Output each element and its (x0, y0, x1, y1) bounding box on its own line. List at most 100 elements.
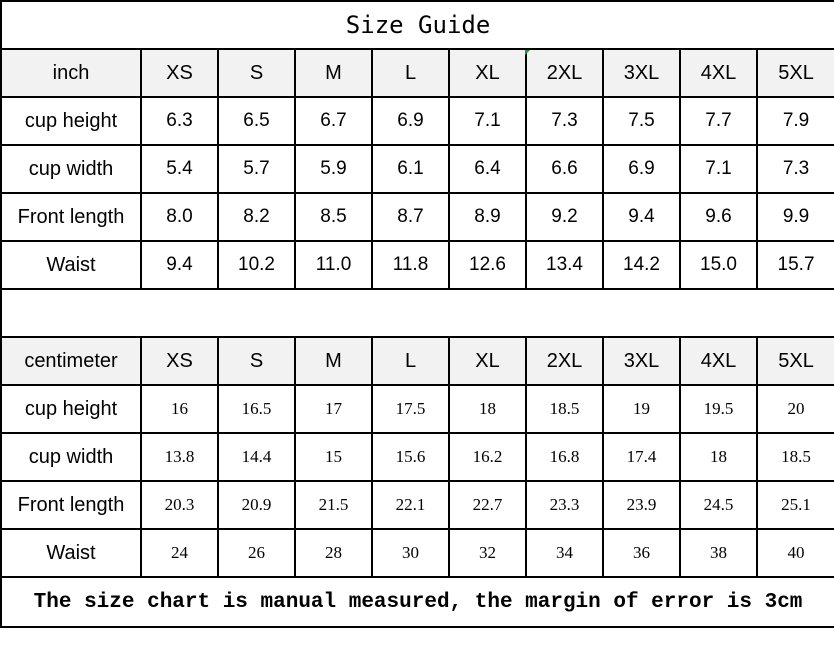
measurement-note: The size chart is manual measured, the m… (0, 576, 834, 628)
centimeter-unit-label: centimeter (0, 336, 142, 386)
measurement-value: 13.4 (525, 240, 604, 290)
measurement-value: 23.3 (525, 480, 604, 530)
measurement-value: 7.5 (602, 96, 681, 146)
measurement-value: 26 (217, 528, 296, 578)
measurement-value: 13.8 (140, 432, 219, 482)
centimeter-header-row: centimeter XS S M L XL 2XL 3XL 4XL 5XL (0, 336, 834, 386)
measurement-value: 9.9 (755, 192, 834, 242)
measurement-value: 7.7 (679, 96, 758, 146)
measurement-value: 23.9 (602, 480, 681, 530)
measurement-label: cup height (0, 96, 142, 146)
spacer-cell (0, 288, 834, 338)
size-header: L (371, 336, 450, 386)
size-header: 3XL (602, 336, 681, 386)
measurement-value: 36 (602, 528, 681, 578)
measurement-value: 14.4 (217, 432, 296, 482)
measurement-value: 16.5 (217, 384, 296, 434)
size-header: XS (140, 48, 219, 98)
measurement-value: 5.7 (217, 144, 296, 194)
size-header: S (217, 336, 296, 386)
measurement-value: 11.0 (294, 240, 373, 290)
size-header: XL (448, 336, 527, 386)
measurement-value: 40 (755, 528, 834, 578)
measurement-value: 16.2 (448, 432, 527, 482)
measurement-value: 9.2 (525, 192, 604, 242)
inch-table-row: cup width 5.4 5.7 5.9 6.1 6.4 6.6 6.9 7.1 7.3 (0, 144, 834, 194)
measurement-value: 7.9 (755, 96, 834, 146)
measurement-value: 20.3 (140, 480, 219, 530)
size-header: 3XL (602, 48, 681, 98)
measurement-value: 18 (679, 432, 758, 482)
measurement-value: 17.4 (602, 432, 681, 482)
size-header: M (294, 336, 373, 386)
measurement-value: 34 (525, 528, 604, 578)
cell-comment-marker (525, 50, 530, 55)
inch-table-row: Waist 9.4 10.2 11.0 11.8 12.6 13.4 14.2 15.0 15.7 (0, 240, 834, 290)
inch-table-row: cup height 6.3 6.5 6.7 6.9 7.1 7.3 7.5 7.7 7.9 (0, 96, 834, 146)
measurement-value: 6.4 (448, 144, 527, 194)
measurement-value: 6.9 (371, 96, 450, 146)
measurement-value: 8.0 (140, 192, 219, 242)
measurement-value: 16.8 (525, 432, 604, 482)
measurement-label: Front length (0, 192, 142, 242)
spacer-row (0, 288, 834, 338)
measurement-value: 8.5 (294, 192, 373, 242)
size-header: 5XL (755, 336, 834, 386)
measurement-value: 20.9 (217, 480, 296, 530)
measurement-value: 17 (294, 384, 373, 434)
measurement-value: 15.6 (371, 432, 450, 482)
size-header: S (217, 48, 296, 98)
measurement-label: Waist (0, 240, 142, 290)
measurement-value: 14.2 (602, 240, 681, 290)
size-header: 5XL (755, 48, 834, 98)
measurement-value: 6.7 (294, 96, 373, 146)
measurement-value: 19.5 (679, 384, 758, 434)
measurement-value: 6.5 (217, 96, 296, 146)
measurement-value: 18 (448, 384, 527, 434)
measurement-value: 8.2 (217, 192, 296, 242)
size-header: L (371, 48, 450, 98)
measurement-value: 11.8 (371, 240, 450, 290)
measurement-value: 25.1 (755, 480, 834, 530)
measurement-label: Waist (0, 528, 142, 578)
measurement-label: Front length (0, 480, 142, 530)
inch-table-row: Front length 8.0 8.2 8.5 8.7 8.9 9.2 9.4 9.6 9.9 (0, 192, 834, 242)
measurement-value: 28 (294, 528, 373, 578)
measurement-value: 7.1 (448, 96, 527, 146)
size-header: M (294, 48, 373, 98)
measurement-value: 21.5 (294, 480, 373, 530)
measurement-value: 38 (679, 528, 758, 578)
measurement-label: cup width (0, 144, 142, 194)
measurement-value: 7.3 (525, 96, 604, 146)
measurement-value: 9.4 (602, 192, 681, 242)
measurement-value: 7.1 (679, 144, 758, 194)
centimeter-table-row: cup width 13.8 14.4 15 15.6 16.2 16.8 17.4 18 18.… (0, 432, 834, 482)
measurement-value: 16 (140, 384, 219, 434)
measurement-value: 8.9 (448, 192, 527, 242)
measurement-value: 24 (140, 528, 219, 578)
measurement-value: 18.5 (525, 384, 604, 434)
measurement-value: 9.4 (140, 240, 219, 290)
measurement-value: 15.7 (755, 240, 834, 290)
centimeter-table-row: Front length 20.3 20.9 21.5 22.1 22.7 23.3 23.9… (0, 480, 834, 530)
measurement-value: 30 (371, 528, 450, 578)
measurement-value: 24.5 (679, 480, 758, 530)
measurement-value: 22.1 (371, 480, 450, 530)
inch-header-row: inch XS S M L XL 2XL 3XL 4XL 5XL (0, 48, 834, 98)
size-header: XS (140, 336, 219, 386)
measurement-value: 15 (294, 432, 373, 482)
measurement-value: 6.9 (602, 144, 681, 194)
measurement-value: 19 (602, 384, 681, 434)
measurement-value: 6.6 (525, 144, 604, 194)
measurement-value: 5.9 (294, 144, 373, 194)
size-guide-table: Size Guide inch XS S M L XL 2XL 3XL 4XL 5XL cup he… (0, 0, 834, 628)
measurement-value: 10.2 (217, 240, 296, 290)
measurement-value: 20 (755, 384, 834, 434)
measurement-value: 22.7 (448, 480, 527, 530)
measurement-value: 8.7 (371, 192, 450, 242)
size-header: 2XL (525, 48, 604, 98)
measurement-value: 7.3 (755, 144, 834, 194)
page-title: Size Guide (0, 0, 834, 50)
measurement-label: cup width (0, 432, 142, 482)
measurement-value: 32 (448, 528, 527, 578)
